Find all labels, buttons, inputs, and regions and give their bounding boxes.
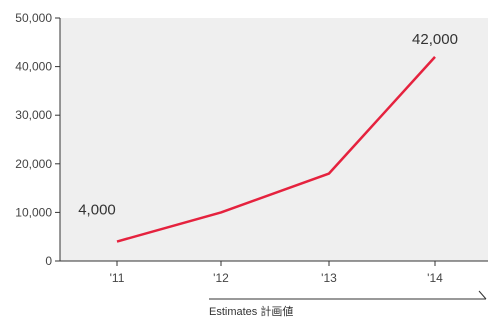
estimates-arrow-head bbox=[478, 290, 487, 300]
estimates-annotation: Estimates 計画値 bbox=[209, 290, 487, 318]
x-tick-label: '12 bbox=[213, 271, 229, 285]
x-tick-label: '11 bbox=[110, 271, 125, 285]
y-tick-label: 30,000 bbox=[15, 108, 52, 122]
x-tick-label: '14 bbox=[427, 271, 443, 285]
y-tick-label: 50,000 bbox=[15, 11, 52, 25]
y-axis: 0 10,000 20,000 30,000 40,000 50,000 bbox=[15, 11, 61, 268]
y-tick-label: 20,000 bbox=[15, 157, 52, 171]
y-tick-label: 10,000 bbox=[15, 205, 52, 219]
plot-background bbox=[60, 18, 488, 261]
data-label: 42,000 bbox=[412, 31, 458, 48]
y-tick-label: 40,000 bbox=[15, 60, 52, 74]
y-tick-label: 0 bbox=[45, 254, 52, 268]
series-layer bbox=[116, 56, 436, 243]
data-label: 4,000 bbox=[78, 202, 116, 219]
x-tick-label: '13 bbox=[321, 271, 337, 285]
data-labels: 4,000 42,000 bbox=[78, 31, 458, 219]
estimates-label: Estimates 計画値 bbox=[209, 304, 293, 318]
series-line bbox=[116, 56, 436, 243]
x-axis: '11 '12 '13 '14 bbox=[60, 260, 488, 285]
